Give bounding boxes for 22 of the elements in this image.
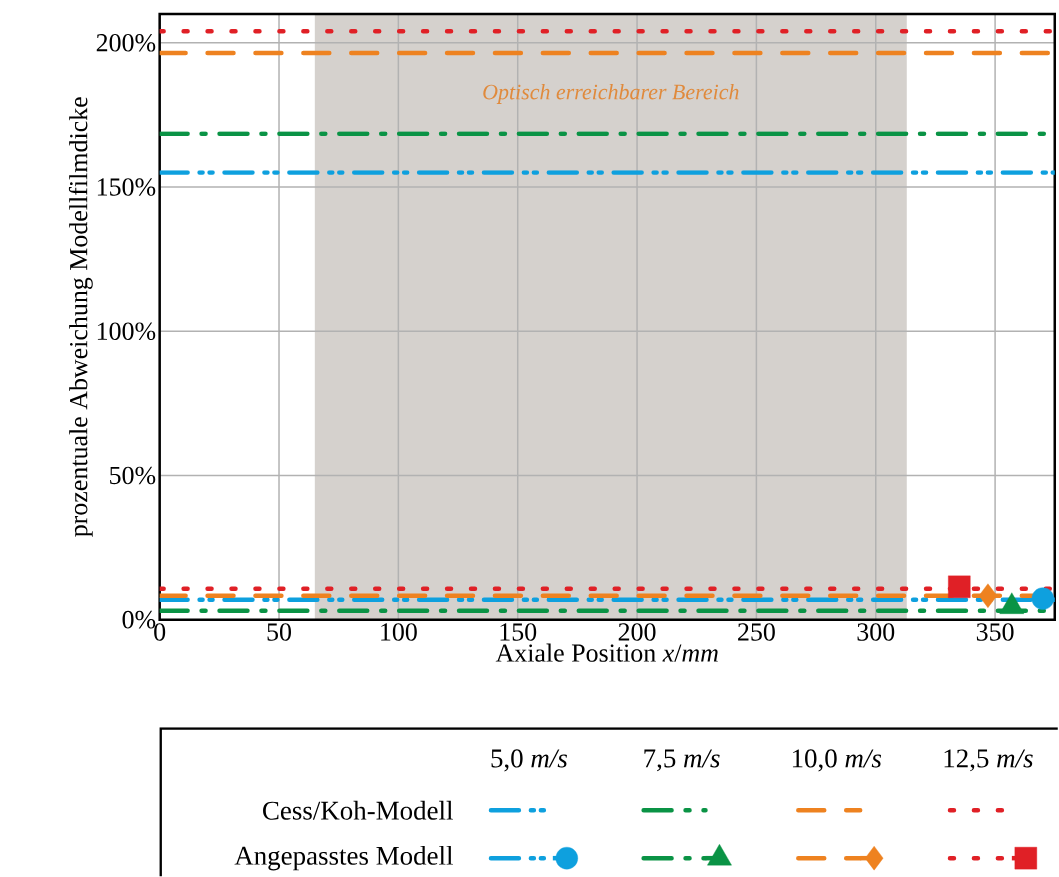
x-tick-label: 300: [857, 623, 895, 641]
text: 12,5 m/s: [944, 749, 1033, 772]
x-tick-label: 50: [267, 623, 291, 641]
text: 7,5 m/s: [644, 749, 720, 772]
x-tick-label: 150: [500, 623, 537, 641]
x-tick-label: 0: [154, 623, 166, 641]
x-tick-label: 200: [618, 623, 656, 641]
y-tick-label: 100%: [97, 322, 156, 340]
x-tick-label: 350: [976, 623, 1014, 641]
text: 5,0 m/s: [491, 749, 567, 772]
y-axis-title: prozentuale Abweichung Modellfilmdicke: [68, 97, 93, 537]
band-label: Optisch erreichbarer Bereich: [483, 83, 739, 104]
text: Angepasstes Modell: [234, 845, 453, 871]
y-tick-label: 150%: [97, 178, 156, 196]
x-tick-label: 250: [738, 623, 775, 641]
x-axis-title: Axiale Position x/mm: [495, 643, 718, 662]
text: 10,0 m/s: [792, 749, 882, 772]
text: Cess/Koh-Modell: [263, 800, 453, 820]
x-tick-label: 100: [381, 623, 417, 641]
y-tick-label: 200%: [96, 33, 156, 52]
y-tick-label: 50%: [110, 466, 156, 485]
y-tick-label: 0%: [122, 610, 156, 629]
